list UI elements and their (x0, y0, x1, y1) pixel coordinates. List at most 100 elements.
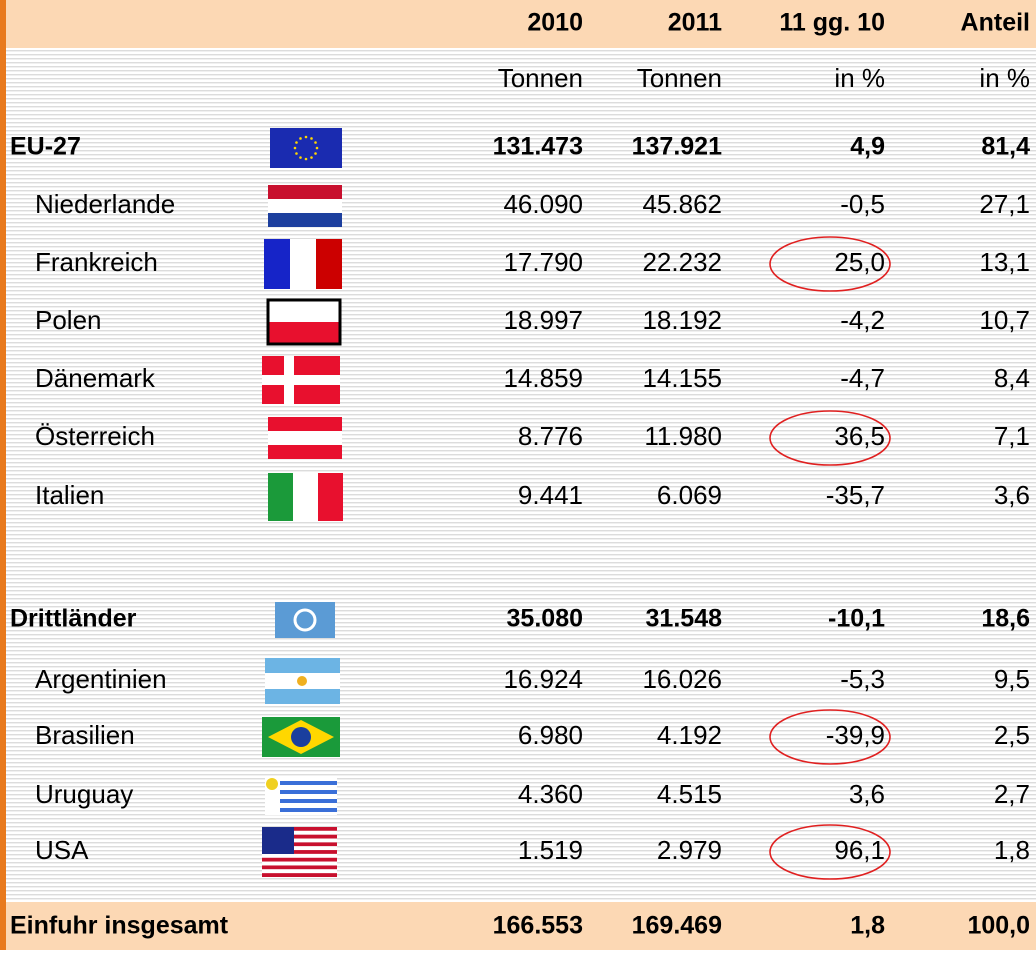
flag-part (262, 375, 340, 385)
cell: 36,5 (834, 421, 885, 451)
flag-part (262, 846, 337, 851)
cell: -5,3 (840, 664, 885, 694)
flag-part (270, 128, 342, 168)
row-label: Brasilien (35, 720, 135, 750)
flag-part (318, 473, 343, 521)
flag-part (291, 727, 311, 747)
column-unit: in % (834, 63, 885, 93)
flag (262, 356, 340, 404)
row: Drittländer 35.080 31.548 -10,1 18,6 (10, 602, 1030, 638)
flag-part (280, 799, 337, 803)
flag-part (262, 869, 337, 874)
row: Argentinien 16.924 16.026 -5,3 9,5 (35, 658, 1030, 704)
flag (262, 827, 337, 877)
column-unit: in % (979, 63, 1030, 93)
cell: 8.776 (518, 421, 583, 451)
flag-part (295, 152, 298, 155)
flag-part (265, 658, 340, 673)
flag-part (268, 445, 342, 459)
left-border (0, 0, 6, 950)
flag-part (280, 790, 337, 794)
cell: 166.553 (493, 912, 583, 940)
row: Dänemark 14.859 14.155 -4,7 8,4 (35, 356, 1030, 404)
row-label: EU-27 (10, 133, 81, 161)
flag-part (262, 850, 337, 854)
cell: 10,7 (979, 305, 1030, 335)
total-band (0, 902, 1036, 950)
cell: 1,8 (850, 912, 885, 940)
cell: -4,2 (840, 305, 885, 335)
flag (264, 239, 342, 289)
flag-part (262, 830, 337, 835)
cell: 81,4 (981, 133, 1030, 161)
cell: 17.790 (503, 247, 583, 277)
flag (268, 417, 342, 459)
flag (266, 298, 342, 346)
flag-part (268, 417, 342, 431)
cell: 6.980 (518, 720, 583, 750)
cell: 11.980 (644, 421, 722, 451)
cell: 1,8 (994, 835, 1030, 865)
column-unit: Tonnen (637, 63, 722, 93)
cell: -4,7 (840, 363, 885, 393)
row: Österreich 8.776 11.980 36,5 7,1 (35, 417, 1030, 459)
flag (262, 717, 340, 757)
cell: 45.862 (642, 189, 722, 219)
cell: -35,7 (826, 480, 885, 510)
cell: 137.921 (632, 133, 722, 161)
cell: 9,5 (994, 664, 1030, 694)
flag-part (264, 239, 290, 289)
cell: 4.192 (657, 720, 722, 750)
row-label: Niederlande (35, 189, 175, 219)
row-label: Argentinien (35, 664, 167, 694)
cell: 7,1 (994, 421, 1030, 451)
flag-part (265, 689, 340, 704)
flag (268, 473, 343, 521)
flag-part (262, 873, 337, 877)
column-header: 11 gg. 10 (779, 9, 885, 37)
cell: 31.548 (646, 605, 723, 633)
cell: 18.192 (642, 305, 722, 335)
column-unit: Tonnen (498, 63, 583, 93)
flag (268, 185, 342, 227)
row-label: Frankreich (35, 247, 158, 277)
flag-part (293, 473, 318, 521)
flag (270, 128, 342, 168)
cell: 16.026 (642, 664, 722, 694)
row: USA 1.519 2.979 96,1 1,8 (35, 827, 1030, 877)
cell: 14.859 (503, 363, 583, 393)
flag-part (268, 213, 342, 227)
flag-part (262, 827, 337, 831)
flag-part (297, 676, 307, 686)
cell: 4.360 (518, 779, 583, 809)
flag-part (268, 473, 293, 521)
flag-part (295, 141, 298, 144)
cell: 2.979 (657, 835, 722, 865)
flag-part (299, 156, 302, 159)
flag-part (310, 156, 313, 159)
row-label: Dänemark (35, 363, 156, 393)
cell: 14.155 (642, 363, 722, 393)
row-label: Drittländer (10, 605, 137, 633)
row-label: Uruguay (35, 779, 133, 809)
flag-part (268, 300, 340, 322)
cell: 2,7 (994, 779, 1030, 809)
cell: -39,9 (826, 720, 885, 750)
cell: 96,1 (834, 835, 885, 865)
flag-part (268, 185, 342, 199)
flag-part (304, 157, 308, 161)
flag-part (262, 834, 337, 839)
flag-part (314, 152, 317, 155)
flag-part (293, 146, 297, 150)
cell: 25,0 (834, 247, 885, 277)
row-label: Einfuhr insgesamt (10, 912, 229, 940)
cell: 27,1 (979, 189, 1030, 219)
flag (275, 602, 335, 638)
row: Polen 18.997 18.192 -4,2 10,7 (35, 298, 1030, 346)
flag-part (266, 298, 342, 346)
flag-part (310, 137, 313, 140)
row: Uruguay 4.360 4.515 3,6 2,7 (35, 777, 1030, 815)
flag-part (262, 838, 337, 843)
cell: 22.232 (642, 247, 722, 277)
